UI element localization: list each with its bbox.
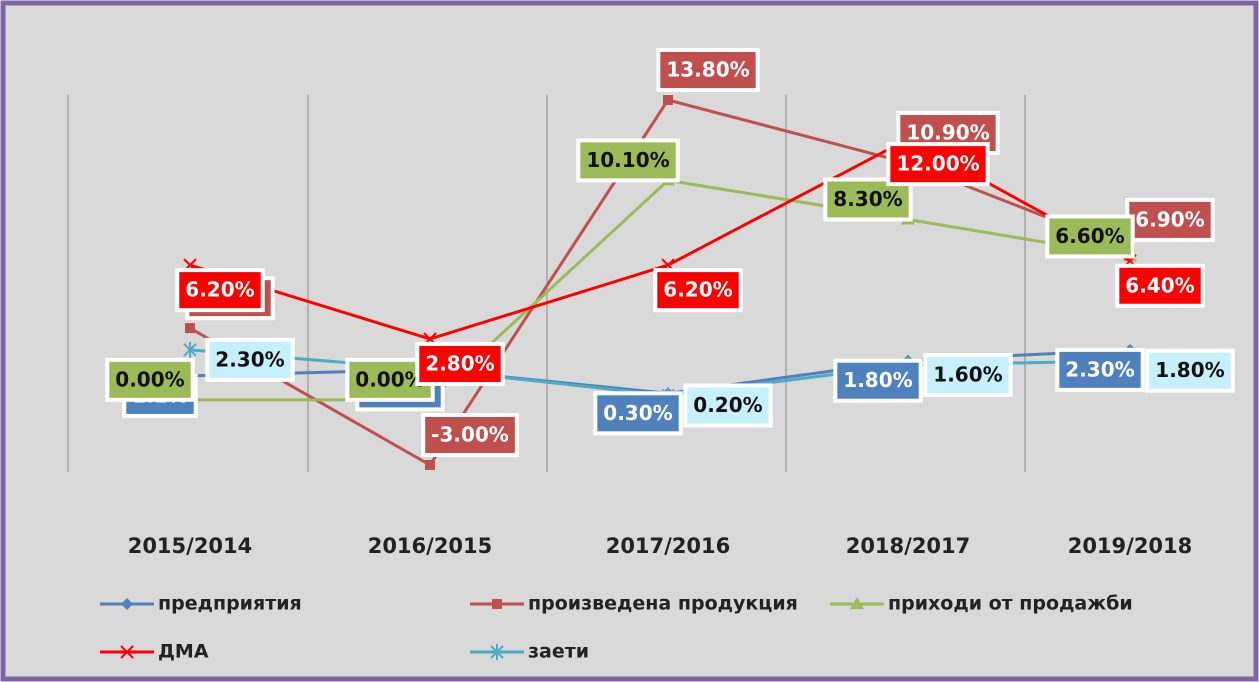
data-label: 10.10%	[576, 138, 680, 183]
data-label-box	[886, 142, 990, 187]
data-label: 1.80%	[833, 358, 923, 403]
marker	[183, 341, 197, 358]
data-label: 1.80%	[1145, 348, 1235, 393]
data-label-box	[1045, 214, 1135, 259]
data-label: 2.30%	[1055, 347, 1145, 392]
data-label-box	[1115, 263, 1205, 308]
data-label-text: 2.80%	[425, 351, 494, 375]
data-label-text: 1.80%	[1155, 358, 1224, 382]
data-label-text: 12.00%	[896, 152, 979, 176]
data-label-text: 0.00%	[115, 367, 184, 391]
marker	[492, 599, 502, 609]
data-label-box	[823, 177, 913, 222]
x-tick-label: 2019/2018	[1068, 534, 1193, 558]
data-label-text: 13.80%	[666, 58, 749, 82]
data-label-box	[175, 268, 265, 313]
data-label: 8.30%	[823, 177, 913, 222]
legend-label: предприятия	[158, 593, 302, 615]
data-label-box	[833, 358, 923, 403]
legend-label: произведена продукция	[528, 593, 798, 615]
data-label-box	[1055, 347, 1145, 392]
data-label-box	[105, 357, 195, 402]
data-label: 0.00%	[105, 357, 195, 402]
marker	[663, 95, 673, 105]
data-label-box	[656, 48, 760, 92]
data-label: 6.20%	[653, 268, 743, 313]
data-label-box	[653, 268, 743, 313]
data-label-text: -3.00%	[431, 423, 509, 447]
data-label-box	[205, 337, 295, 382]
data-label-text: 10.90%	[906, 121, 989, 145]
data-label: 2.30%	[205, 337, 295, 382]
data-label-text: 6.40%	[1125, 273, 1194, 297]
data-label-text: 0.20%	[693, 393, 762, 417]
legend-label: ДМА	[158, 641, 209, 663]
marker	[490, 644, 504, 660]
data-label-box	[923, 353, 1013, 398]
marker	[425, 460, 435, 470]
data-label-text: 2.30%	[215, 347, 284, 371]
data-label-box	[415, 341, 505, 386]
x-tick-label: 2017/2016	[606, 534, 731, 558]
data-label-box	[593, 391, 683, 436]
marker	[185, 323, 195, 334]
data-label-text: 6.60%	[1055, 224, 1124, 248]
data-label: 6.90%	[1125, 197, 1215, 242]
data-label-box	[1145, 348, 1235, 393]
data-label-box	[421, 413, 519, 457]
data-label-text: 6.90%	[1135, 207, 1204, 231]
data-label-text: 6.20%	[663, 278, 732, 302]
data-label-text: 2.30%	[1065, 357, 1134, 381]
data-label: 2.80%	[415, 341, 505, 386]
data-label-text: 10.10%	[586, 148, 669, 172]
data-label-text: 1.80%	[843, 368, 912, 392]
marker	[121, 598, 133, 610]
legend-label: заети	[528, 641, 589, 663]
data-label-text: 8.30%	[833, 187, 902, 211]
data-label: -3.00%	[421, 413, 519, 457]
data-label: 1.60%	[923, 353, 1013, 398]
data-label-text: 6.20%	[185, 278, 254, 302]
marker	[120, 645, 134, 659]
data-label: 6.20%	[175, 268, 265, 313]
legend-label: приходи от продажби	[888, 593, 1133, 615]
data-label: 0.30%	[593, 391, 683, 436]
data-label-text: 1.60%	[933, 363, 1002, 387]
x-tick-label: 2018/2017	[846, 534, 971, 558]
x-tick-label: 2015/2014	[128, 534, 253, 558]
data-label-box	[576, 138, 680, 183]
data-label-text: 0.30%	[603, 401, 672, 425]
data-label: 6.60%	[1045, 214, 1135, 259]
marker	[850, 597, 864, 609]
data-label: 13.80%	[656, 48, 760, 92]
data-label-box	[683, 383, 773, 428]
x-tick-label: 2016/2015	[368, 534, 493, 558]
data-label: 6.40%	[1115, 263, 1205, 308]
data-label: 0.20%	[683, 383, 773, 428]
data-label: 12.00%	[886, 142, 990, 187]
data-label-text: 0.00%	[355, 367, 424, 391]
